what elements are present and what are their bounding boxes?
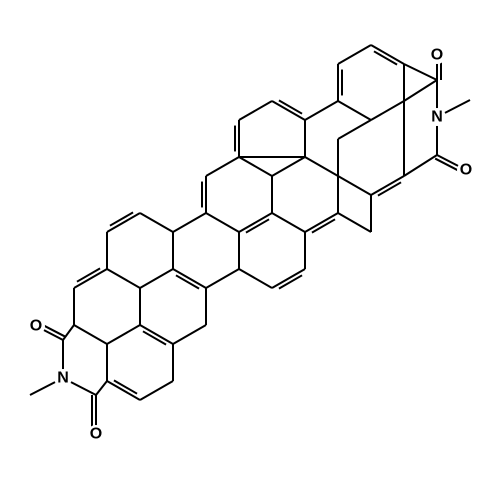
molecule-structure-diagram: N N O O O O xyxy=(0,0,500,500)
svg-text:O: O xyxy=(90,426,102,443)
svg-text:O: O xyxy=(460,162,472,179)
svg-text:N: N xyxy=(431,109,443,126)
svg-text:O: O xyxy=(30,318,42,335)
svg-text:O: O xyxy=(431,47,443,64)
svg-text:N: N xyxy=(57,370,69,387)
